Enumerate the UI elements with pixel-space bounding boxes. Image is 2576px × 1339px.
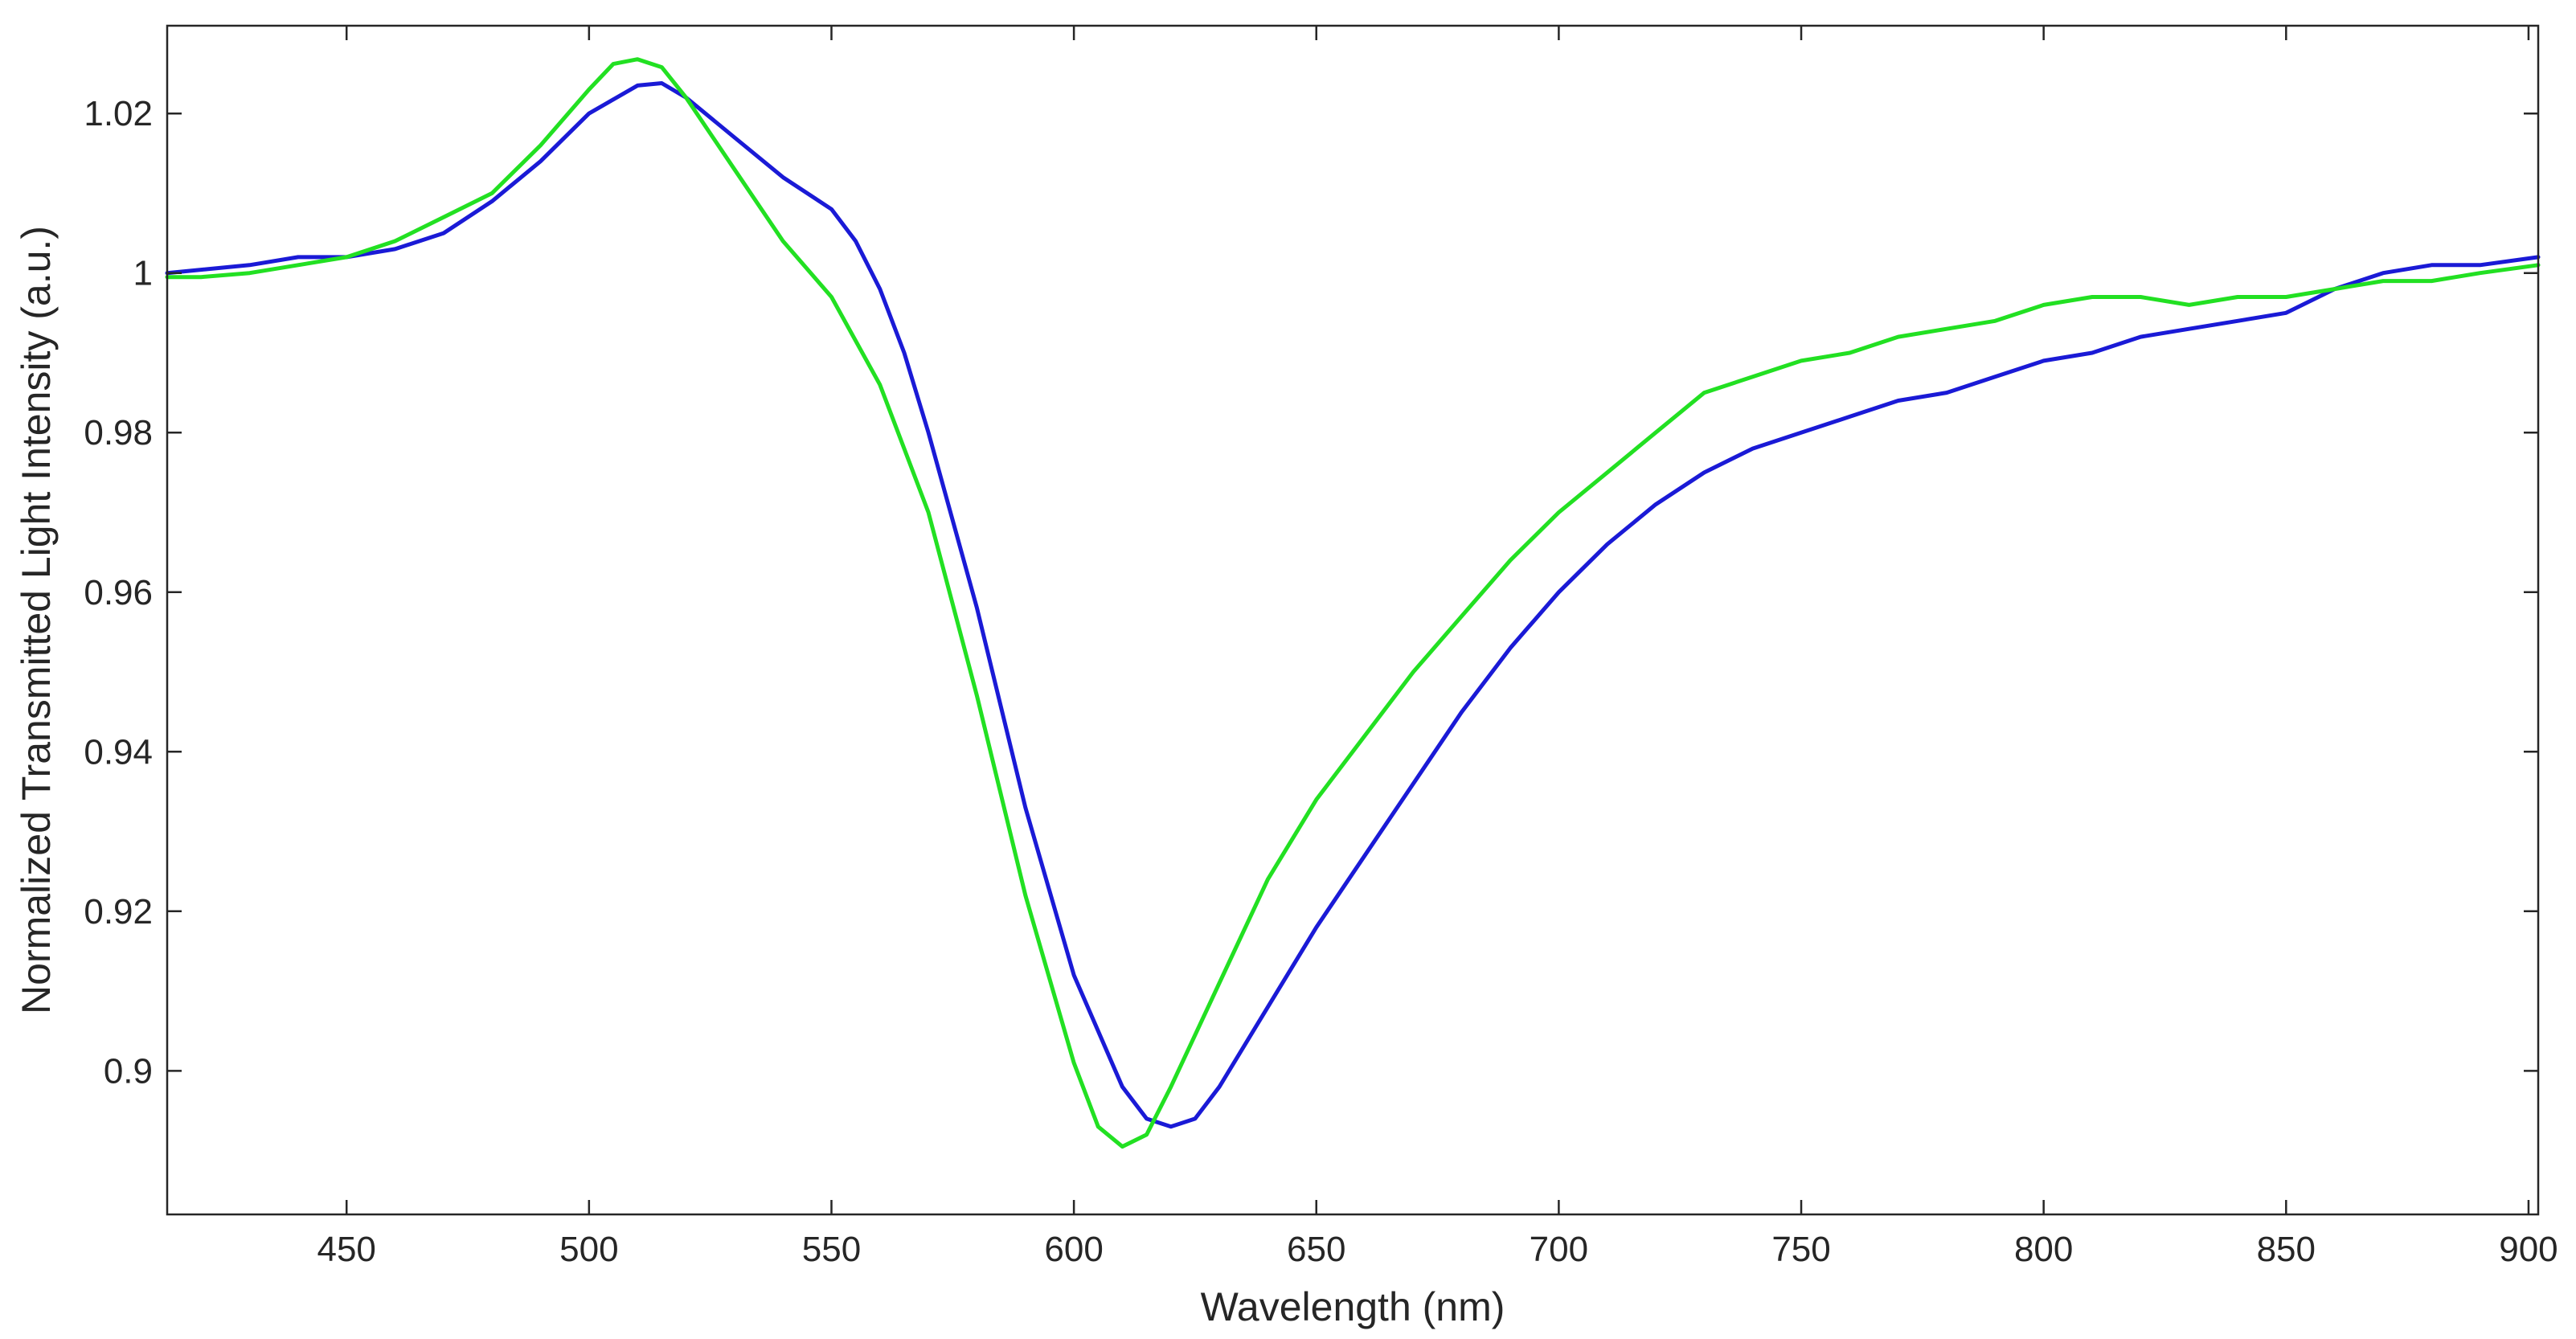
series-line-2 xyxy=(165,57,2541,1149)
x-axis: 450 500 550 600 650 700 750 800 850 900 xyxy=(317,26,2558,1269)
x-tick-label: 900 xyxy=(2499,1230,2558,1269)
y-tick-label: 0.96 xyxy=(84,573,153,612)
y-axis: 0.9 0.92 0.94 0.96 0.98 1 1.02 xyxy=(84,94,2538,1091)
y-tick-label: 1 xyxy=(133,254,153,293)
x-tick-label: 850 xyxy=(2257,1230,2316,1269)
x-tick-label: 500 xyxy=(559,1230,618,1269)
x-tick-label: 700 xyxy=(1530,1230,1588,1269)
x-tick-label: 550 xyxy=(802,1230,861,1269)
series-line-1 xyxy=(165,81,2541,1129)
y-tick-label: 0.9 xyxy=(104,1051,153,1091)
x-tick-label: 800 xyxy=(2014,1230,2073,1269)
y-axis-label: Normalized Transmitted Light Intensity (… xyxy=(14,226,59,1014)
x-tick-label: 750 xyxy=(1771,1230,1830,1269)
x-tick-label: 600 xyxy=(1044,1230,1103,1269)
y-tick-label: 0.98 xyxy=(84,413,153,452)
series-layer xyxy=(165,57,2541,1149)
plot-frame xyxy=(166,24,2540,1216)
x-tick-label: 450 xyxy=(317,1230,375,1269)
y-tick-label: 0.94 xyxy=(84,732,153,772)
x-tick-label: 650 xyxy=(1287,1230,1345,1269)
y-tick-label: 0.92 xyxy=(84,892,153,932)
y-tick-label: 1.02 xyxy=(84,94,153,133)
x-axis-label: Wavelength (nm) xyxy=(1201,1284,1505,1329)
